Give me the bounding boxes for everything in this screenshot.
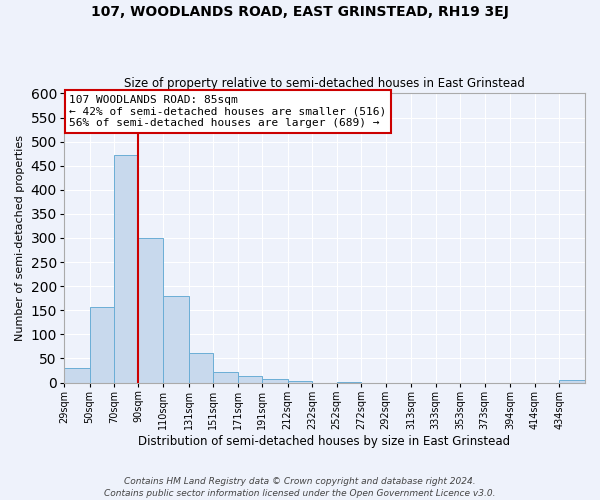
Bar xyxy=(238,376,262,382)
Text: 107 WOODLANDS ROAD: 85sqm
← 42% of semi-detached houses are smaller (516)
56% of: 107 WOODLANDS ROAD: 85sqm ← 42% of semi-… xyxy=(69,95,386,128)
Bar xyxy=(139,238,163,382)
X-axis label: Distribution of semi-detached houses by size in East Grinstead: Distribution of semi-detached houses by … xyxy=(139,434,511,448)
Y-axis label: Number of semi-detached properties: Number of semi-detached properties xyxy=(15,135,25,341)
Bar xyxy=(262,378,288,382)
Text: 107, WOODLANDS ROAD, EAST GRINSTEAD, RH19 3EJ: 107, WOODLANDS ROAD, EAST GRINSTEAD, RH1… xyxy=(91,5,509,19)
Bar xyxy=(213,372,238,382)
Title: Size of property relative to semi-detached houses in East Grinstead: Size of property relative to semi-detach… xyxy=(124,76,525,90)
Bar xyxy=(163,296,188,382)
Bar xyxy=(559,380,585,382)
Bar xyxy=(188,352,213,382)
Bar xyxy=(114,154,139,382)
Bar xyxy=(288,380,312,382)
Bar xyxy=(64,368,89,382)
Bar xyxy=(89,307,114,382)
Text: Contains HM Land Registry data © Crown copyright and database right 2024.
Contai: Contains HM Land Registry data © Crown c… xyxy=(104,476,496,498)
